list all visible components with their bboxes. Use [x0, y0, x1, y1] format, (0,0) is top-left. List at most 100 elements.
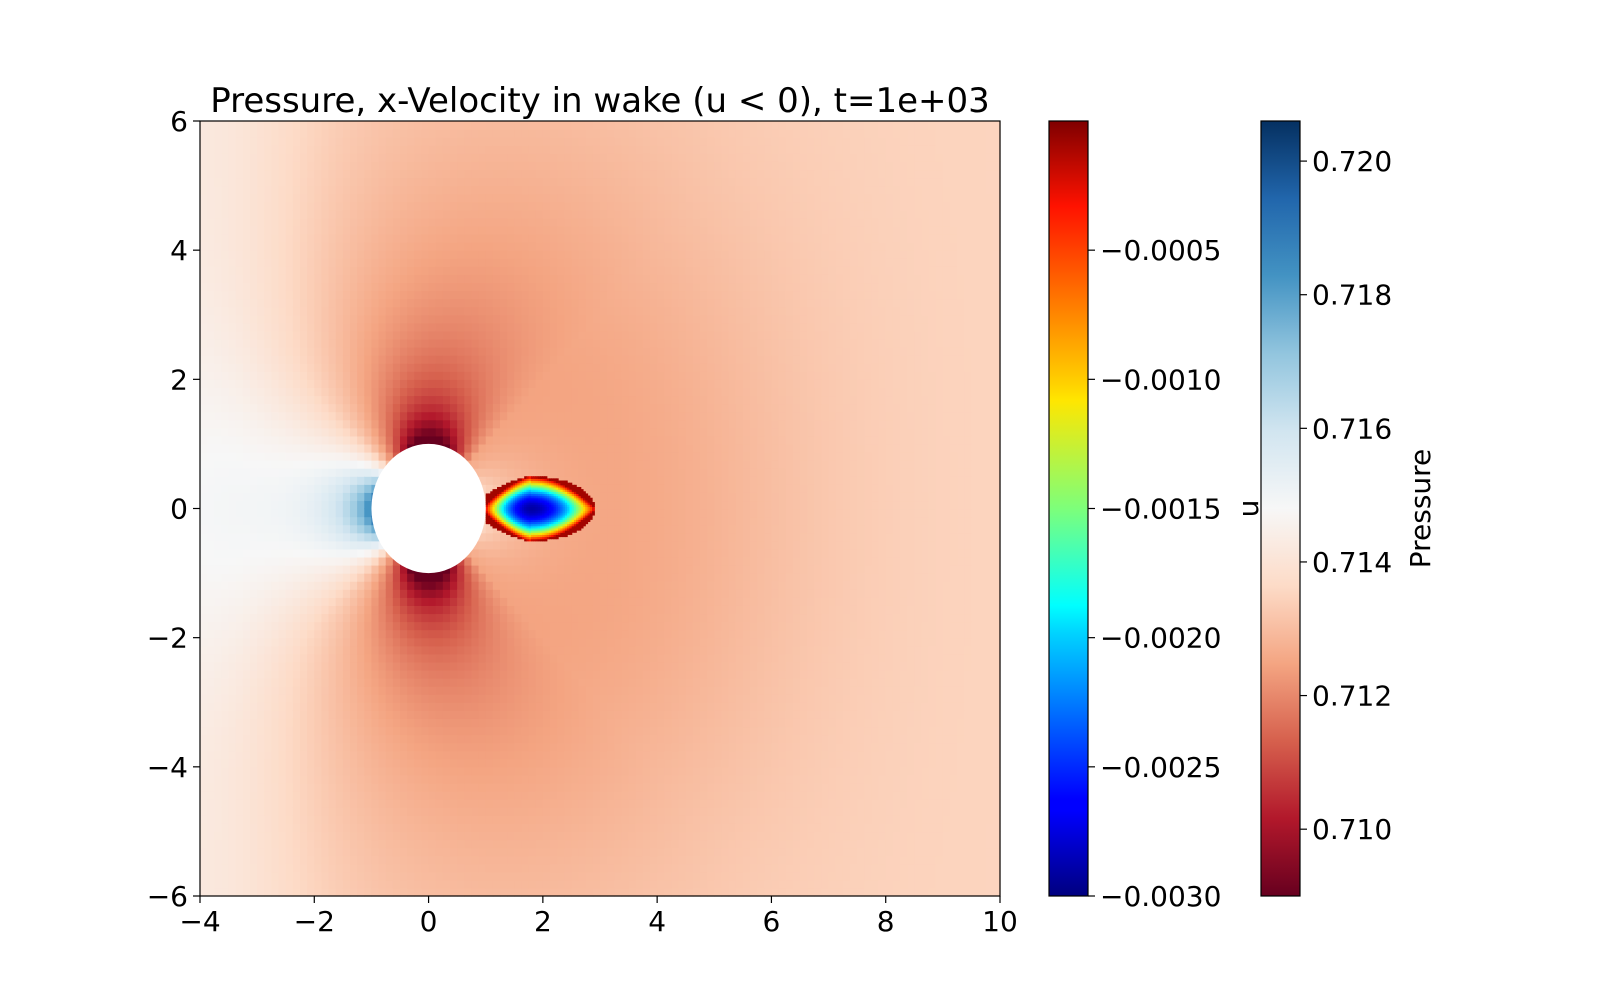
pressure-cell	[371, 242, 380, 251]
pressure-cell	[200, 177, 208, 187]
pressure-cell	[478, 702, 487, 711]
pressure-cell	[321, 185, 330, 195]
pressure-cell	[242, 355, 251, 364]
pressure-cell	[450, 815, 458, 824]
pressure-cell	[342, 823, 351, 833]
pressure-cell	[350, 193, 358, 203]
pressure-cell	[328, 193, 337, 203]
pressure-cell	[414, 726, 423, 736]
pressure-cell	[564, 855, 573, 865]
pressure-cell	[278, 484, 287, 493]
pressure-cell	[321, 266, 330, 275]
pressure-cell	[342, 169, 351, 179]
pressure-cell	[500, 274, 508, 284]
pressure-cell	[492, 250, 501, 259]
pressure-cell	[264, 217, 273, 227]
pressure-cell	[285, 613, 294, 623]
pressure-cell	[385, 766, 394, 776]
pressure-cell	[307, 645, 315, 655]
pressure-cell	[400, 605, 408, 615]
pressure-cell	[292, 322, 301, 332]
pressure-cell	[242, 815, 251, 824]
pressure-cell	[400, 169, 408, 179]
pressure-cell	[507, 653, 515, 663]
pressure-cell	[521, 460, 530, 469]
pressure-cell	[300, 443, 308, 453]
pressure-cell	[371, 766, 380, 776]
pressure-cell	[514, 597, 523, 606]
pressure-cell	[457, 290, 465, 300]
pressure-cell	[464, 185, 473, 195]
pressure-cell	[335, 355, 344, 364]
pressure-cell	[357, 363, 365, 372]
pressure-cell	[507, 395, 515, 405]
pressure-cell	[350, 718, 358, 728]
pressure-cell	[285, 250, 294, 259]
pressure-cell	[478, 411, 487, 421]
pressure-cell	[250, 129, 258, 138]
pressure-cell	[264, 411, 273, 421]
pressure-cell	[500, 169, 508, 179]
pressure-cell	[271, 371, 280, 380]
pressure-cell	[314, 831, 323, 841]
pressure-cell	[242, 193, 251, 203]
pressure-cell	[257, 516, 265, 526]
pressure-cell	[464, 427, 473, 437]
pressure-cell	[307, 121, 315, 130]
pressure-cell	[535, 355, 544, 364]
pressure-cell	[528, 306, 537, 316]
pressure-cell	[357, 266, 365, 275]
pressure-cell	[514, 621, 523, 631]
pressure-cell	[271, 427, 280, 437]
pressure-cell	[264, 395, 273, 405]
pressure-cell	[385, 443, 394, 453]
pressure-cell	[207, 395, 215, 405]
pressure-cell	[535, 169, 544, 179]
pressure-cell	[307, 250, 315, 259]
pressure-cell	[307, 508, 315, 518]
pressure-cell	[414, 605, 423, 615]
pressure-cell	[385, 791, 394, 800]
pressure-cell	[371, 209, 380, 219]
pressure-cell	[557, 242, 565, 251]
pressure-cell	[428, 621, 437, 631]
pressure-cell	[357, 411, 365, 421]
pressure-cell	[392, 338, 401, 348]
pressure-cell	[292, 516, 301, 526]
pressure-cell	[557, 831, 565, 841]
pressure-cell	[228, 653, 237, 663]
pressure-cell	[228, 387, 237, 397]
pressure-cell	[521, 427, 530, 437]
pressure-cell	[228, 879, 237, 889]
pressure-cell	[307, 726, 315, 736]
pressure-cell	[250, 298, 258, 308]
pressure-cell	[335, 879, 344, 889]
pressure-cell	[414, 589, 423, 598]
pressure-cell	[557, 209, 565, 219]
pressure-cell	[321, 532, 330, 542]
pressure-cell	[550, 258, 558, 267]
pressure-cell	[314, 565, 323, 574]
pressure-cell	[457, 726, 465, 736]
pressure-cell	[207, 556, 215, 566]
pressure-cell	[400, 250, 408, 259]
pressure-cell	[278, 823, 287, 833]
pressure-cell	[414, 419, 423, 429]
pressure-cell	[314, 669, 323, 679]
pressure-cell	[421, 121, 430, 130]
pressure-cell	[200, 815, 208, 824]
pressure-cell	[264, 532, 273, 542]
pressure-cell	[435, 363, 444, 372]
pressure-cell	[564, 435, 573, 445]
pressure-cell	[450, 758, 458, 768]
pressure-cell	[514, 645, 523, 655]
pressure-cell	[278, 137, 287, 146]
pressure-cell	[414, 766, 423, 776]
pressure-cell	[250, 879, 258, 889]
pressure-cell	[214, 573, 223, 582]
pressure-cell	[428, 161, 437, 171]
pressure-cell	[214, 589, 223, 598]
pressure-cell	[435, 605, 444, 615]
pressure-cell	[292, 621, 301, 631]
pressure-cell	[392, 250, 401, 259]
